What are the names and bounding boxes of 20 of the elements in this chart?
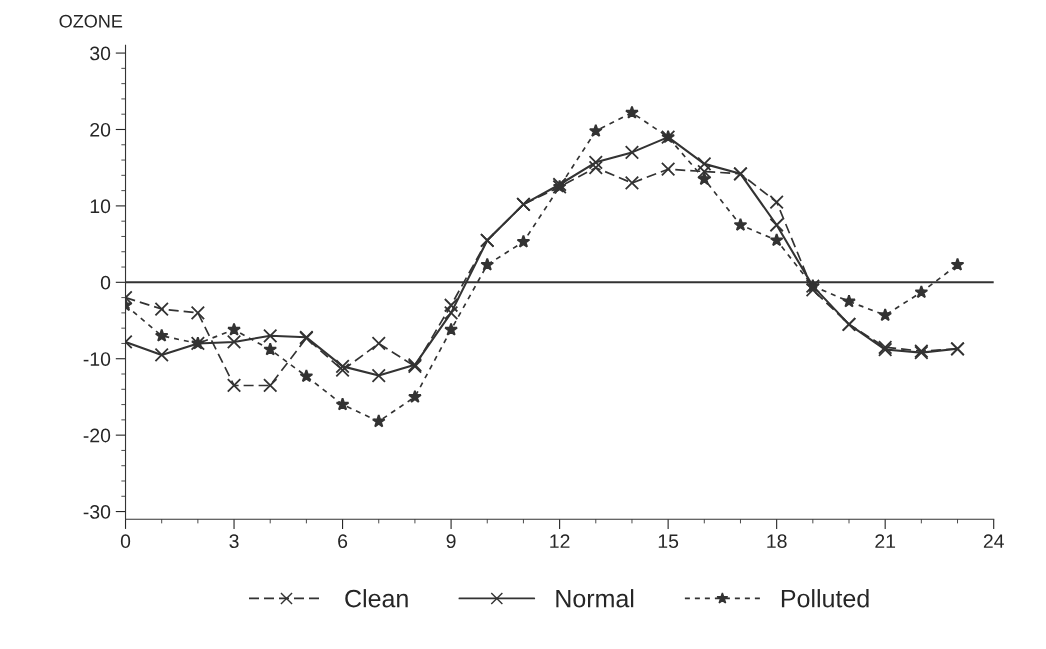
x-tick-label: 12 (550, 534, 570, 548)
y-tick-label: 30 (90, 46, 111, 61)
y-axis-title: OZONE (59, 14, 123, 28)
y-tick-label: 0 (100, 275, 111, 290)
x-tick-label: 15 (658, 534, 679, 549)
x-tick-label: 0 (120, 534, 131, 549)
x-tick-label: 6 (338, 534, 348, 549)
x-tick-label: 3 (229, 534, 239, 549)
x-tick-label: 9 (446, 534, 456, 549)
x-tick-label: 24 (983, 534, 1004, 548)
x-tick-label: 18 (767, 534, 787, 549)
legend-label: Clean (345, 589, 408, 608)
legend-label: Normal (556, 589, 634, 608)
y-tick-label: 20 (90, 122, 111, 137)
y-tick-label: -10 (83, 352, 111, 366)
x-tick-label: 21 (875, 534, 896, 548)
y-tick-label: -30 (83, 505, 111, 519)
legend-label: Polluted (781, 589, 869, 608)
y-tick-label: -20 (83, 428, 111, 443)
y-tick-label: 10 (90, 199, 111, 214)
